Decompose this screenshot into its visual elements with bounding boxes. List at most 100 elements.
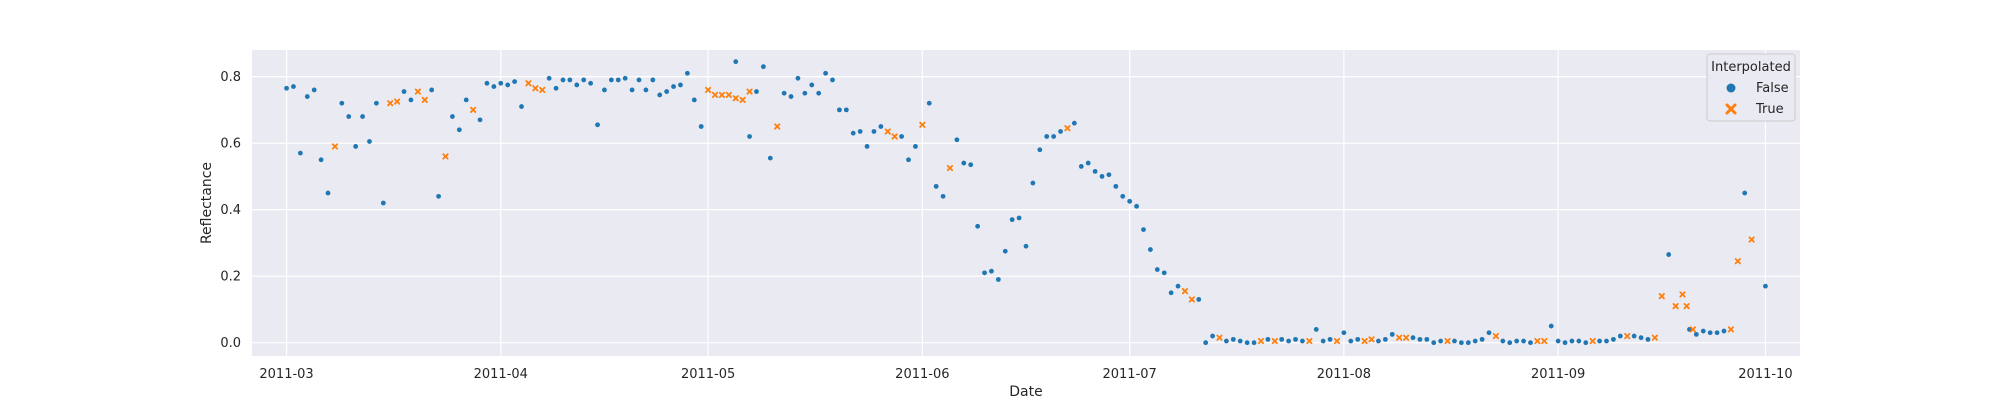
data-point-observed [1452, 338, 1457, 344]
data-point-observed [664, 89, 670, 94]
data-point-observed [318, 157, 324, 163]
data-point-interpolated [711, 91, 719, 99]
data-point-observed [754, 89, 759, 94]
data-point-interpolated [725, 91, 732, 99]
plot-area [252, 50, 1800, 356]
data-point-observed [1486, 330, 1492, 336]
data-point-observed [1631, 333, 1637, 339]
data-point-observed [1058, 129, 1063, 134]
data-point-interpolated [718, 91, 726, 99]
data-point-interpolated [1188, 296, 1195, 303]
data-point-observed [1465, 340, 1471, 346]
data-point-observed [1714, 330, 1720, 336]
data-point-observed [913, 144, 918, 149]
data-point-observed [1431, 340, 1437, 346]
data-point-interpolated [1361, 337, 1368, 345]
legend-false-marker [1726, 83, 1736, 93]
data-point-observed [553, 85, 559, 91]
data-point-observed [1002, 248, 1008, 254]
data-point-observed [291, 84, 296, 89]
data-point-observed [1009, 217, 1015, 223]
data-point-observed [809, 82, 815, 88]
data-point-observed [767, 155, 773, 161]
data-point-observed [629, 87, 635, 93]
data-point-interpolated [1306, 337, 1313, 345]
x-tick-label: 2011-09 [1531, 367, 1585, 382]
y-tick-label: 0.4 [220, 203, 241, 218]
data-point-interpolated [532, 85, 539, 92]
data-point-observed [1051, 134, 1057, 139]
data-point-interpolated [1679, 291, 1686, 298]
data-point-observed [1382, 336, 1388, 342]
data-point-interpolated [1727, 326, 1734, 333]
data-point-interpolated [1541, 337, 1548, 345]
data-point-observed [1700, 328, 1706, 334]
data-point-observed [1348, 338, 1354, 344]
data-point-interpolated [705, 86, 712, 94]
data-point-observed [975, 223, 981, 229]
data-point-observed [1721, 328, 1727, 334]
data-point-observed [781, 90, 787, 96]
data-point-observed [1479, 336, 1485, 342]
data-point-observed [574, 82, 580, 88]
data-point-observed [857, 129, 863, 134]
data-point-observed [360, 114, 365, 119]
data-point-observed [961, 160, 967, 166]
data-point-interpolated [1216, 334, 1223, 341]
data-point-observed [864, 144, 870, 149]
data-point-observed [636, 77, 642, 83]
data-point-observed [602, 87, 607, 93]
legend-false-label: False [1756, 81, 1789, 96]
data-point-observed [1693, 331, 1699, 337]
legend-true-marker [1725, 103, 1737, 115]
data-point-observed [678, 82, 683, 88]
data-point-observed [1196, 297, 1202, 302]
data-point-observed [1528, 340, 1533, 346]
data-point-observed [802, 90, 808, 96]
data-point-observed [1320, 338, 1326, 344]
data-point-observed [1044, 134, 1050, 139]
data-point-observed [1389, 331, 1395, 337]
data-point-observed [436, 193, 441, 199]
data-point-interpolated [739, 96, 746, 103]
x-tick-label: 2011-07 [1102, 367, 1156, 382]
data-point-observed [1210, 333, 1215, 339]
legend-frame [1706, 53, 1796, 122]
data-point-observed [1141, 227, 1146, 233]
data-point-observed [491, 84, 497, 89]
data-point-observed [1037, 147, 1043, 153]
data-point-observed [698, 124, 704, 129]
data-point-interpolated [1748, 236, 1755, 243]
data-point-interpolated [732, 95, 739, 102]
data-point-interpolated [891, 133, 898, 140]
y-tick-label: 0.6 [220, 137, 241, 152]
x-tick-label: 2011-06 [895, 367, 949, 382]
data-point-observed [1666, 252, 1672, 257]
data-point-observed [1237, 338, 1243, 344]
data-point-observed [1507, 340, 1513, 346]
data-point-observed [843, 107, 849, 113]
data-point-interpolated [884, 128, 891, 135]
data-point-observed [830, 77, 835, 83]
data-point-observed [1134, 203, 1139, 209]
data-point-observed [1583, 340, 1589, 346]
data-point-observed [1071, 120, 1077, 126]
data-point-observed [1300, 338, 1305, 344]
data-point-observed [823, 70, 828, 76]
data-point-observed [989, 268, 994, 274]
data-point-observed [926, 100, 932, 106]
data-point-observed [311, 87, 317, 93]
data-point-observed [995, 277, 1001, 282]
data-point-observed [380, 200, 386, 206]
data-point-observed [1106, 172, 1112, 178]
data-point-observed [1099, 173, 1105, 179]
data-point-observed [747, 134, 752, 139]
data-point-interpolated [746, 88, 753, 95]
data-point-observed [608, 77, 614, 83]
data-point-observed [1078, 164, 1084, 169]
data-point-observed [968, 162, 974, 168]
data-point-observed [284, 85, 289, 91]
x-tick-label: 2011-03 [259, 367, 313, 382]
data-point-observed [1576, 338, 1582, 344]
y-tick-label: 0.8 [220, 70, 241, 85]
